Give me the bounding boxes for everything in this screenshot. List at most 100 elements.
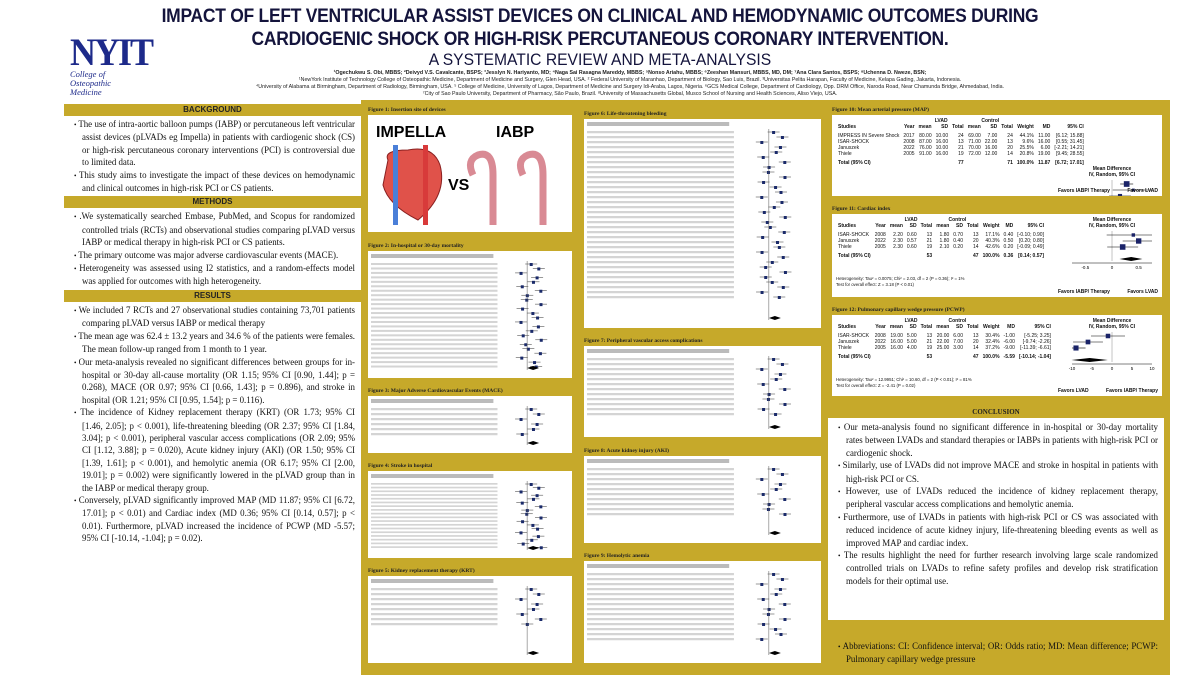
pooled-diamond bbox=[1119, 257, 1143, 261]
column-header: SD bbox=[956, 324, 963, 330]
results-heading: RESULTS bbox=[64, 289, 361, 302]
study-square bbox=[1105, 333, 1111, 339]
column-header: mean bbox=[967, 124, 981, 130]
study-square bbox=[1131, 188, 1135, 192]
effect-plot: Mean Difference IV, Random, 95% CI -0.5 0 0.… bbox=[1066, 217, 1158, 276]
impella-label: IMPELLA bbox=[376, 124, 447, 141]
figure-title: Figure 10: Mean arterial pressure (MAP) bbox=[832, 107, 929, 113]
study-square bbox=[1119, 244, 1126, 250]
methods-heading: METHODS bbox=[64, 196, 361, 209]
group2-header: Control bbox=[948, 318, 967, 324]
column-header: MD bbox=[1005, 223, 1014, 229]
logo-line-2: Osteopathic Medicine bbox=[70, 78, 112, 97]
column-header: MD bbox=[1042, 124, 1051, 130]
table-row: IMPRESS IN Severe Shock 2017 80.00 10.00 24 6… bbox=[838, 133, 1084, 139]
column-header: Studies bbox=[838, 324, 857, 330]
figure-11: Figure 11: Cardiac index LVAD Control Studi… bbox=[828, 203, 1166, 301]
table-row: Thiele 2005 2.30 0.60 19 2.10 0.20 14 42.6% 0.20[… bbox=[838, 244, 1044, 250]
tick-label: -10 bbox=[1069, 366, 1076, 371]
column-header: mean bbox=[936, 324, 950, 330]
figure-title: Figure 12: Pulmonary capillary wedge pre… bbox=[832, 307, 965, 313]
study-square bbox=[1131, 233, 1136, 237]
overall-effect: Test for overall effect: Z = 3.18 (P < 0… bbox=[836, 281, 914, 287]
forest-plot-image bbox=[584, 456, 821, 543]
conclusion-item: Our meta-analysis found no significant d… bbox=[836, 421, 1158, 459]
figure-8: Figure 8: Acute kidney injury (AKI) bbox=[580, 445, 825, 547]
figure-4: Figure 4: Stroke in hospital bbox=[364, 460, 576, 562]
effect-header: Mean Difference bbox=[1092, 217, 1132, 223]
forest-plot: LVAD Control Studies Year mean SD Total mean SD T… bbox=[832, 214, 1162, 297]
table-row: Januszek 2022 76.00 10.00 21 70.00 16.00 20 25.5… bbox=[838, 145, 1084, 151]
column-header: Year bbox=[903, 124, 915, 130]
conclusion-item: The results highlight the need for furth… bbox=[836, 549, 1158, 587]
heart-icon bbox=[382, 145, 443, 225]
column-header: MD bbox=[1007, 324, 1015, 330]
column-header: SD bbox=[990, 124, 998, 130]
poster-title-line-2: CARDIOGENIC SHOCK OR HIGH-RISK PERCUTANE… bbox=[251, 29, 949, 50]
conclusion-item: Similarly, use of LVADs did not improve … bbox=[836, 459, 1158, 485]
column-header: 95% CI bbox=[1034, 324, 1051, 330]
figure-title: Figure 8: Acute kidney injury (AKI) bbox=[584, 448, 669, 454]
group2-header: Control bbox=[981, 118, 1000, 124]
affiliation-3: ⁷City of Sao Paulo University, Departmen… bbox=[422, 91, 838, 97]
column-header: Total bbox=[920, 223, 933, 229]
heterogeneity: Heterogeneity: Tau² = 12.9951; Chi² = 10… bbox=[836, 377, 972, 382]
figure-title: Figure 2: In-hospital or 30-day mortalit… bbox=[368, 243, 464, 249]
column-header: Total bbox=[952, 124, 964, 130]
conclusion-list: Our meta-analysis found no significant d… bbox=[828, 418, 1164, 589]
background-heading: BACKGROUND bbox=[64, 104, 361, 116]
tick-label: 10 bbox=[1149, 366, 1155, 371]
affiliation-2: ⁴University of Alabama at Birmingham, De… bbox=[256, 84, 1004, 90]
forest-plot: LVAD Control Studies Year mean SD Total mean SD T… bbox=[832, 315, 1162, 396]
figure-5: Figure 5: Kidney replacement therapy (KR… bbox=[364, 565, 576, 667]
effect-subheader: IV, Random, 95% CI bbox=[1088, 172, 1136, 178]
study-square bbox=[1085, 339, 1091, 345]
forest-table: LVAD Control Studies Year mean SD Total mean SD T… bbox=[836, 118, 1086, 166]
table-row: ISAR-SHOCK 2008 19.00 5.00 13 20.00 6.00 13 30.4… bbox=[838, 333, 1051, 339]
column-header: Weight bbox=[982, 324, 1000, 330]
results-item: The mean age was 62.4 ± 13.2 years and 3… bbox=[72, 330, 355, 356]
column-header: Total bbox=[1001, 124, 1013, 130]
abbreviations-text: Abbreviations: CI: Confidence interval; … bbox=[836, 640, 1158, 666]
heterogeneity: Heterogeneity: Tau² = 0.0075; Chi² = 2.0… bbox=[836, 276, 965, 281]
figure-2: Figure 2: In-hospital or 30-day mortalit… bbox=[364, 240, 576, 382]
figure-6: Figure 6: Life-threatening bleeding bbox=[580, 108, 825, 332]
group1-header: LVAD bbox=[904, 318, 918, 324]
study-square bbox=[1117, 193, 1123, 196]
study-square bbox=[1135, 238, 1142, 244]
favors-right: Favors LVAD bbox=[1127, 289, 1158, 295]
nyit-logo: NYIT College of Osteopathic Medicine bbox=[70, 32, 154, 97]
column-header: mean bbox=[889, 223, 903, 229]
forest-plot: LVAD Control Studies Year mean SD Total mean SD T… bbox=[832, 115, 1162, 196]
overall-effect: Test for overall effect: Z = -2.41 (P = … bbox=[836, 382, 916, 388]
effect-subheader: IV, Random, 95% CI bbox=[1088, 324, 1136, 330]
table-row: ISAR-SHOCK 2008 87.00 16.00 13 71.00 22.00 13 9.… bbox=[838, 139, 1084, 145]
results-item: We included 7 RCTs and 27 observational … bbox=[72, 304, 355, 330]
forest-plot-image bbox=[368, 576, 572, 663]
tick-label: 0.5 bbox=[1136, 265, 1143, 270]
column-header: SD bbox=[941, 124, 949, 130]
effect-header: Mean Difference bbox=[1092, 318, 1132, 324]
table-row: ISAR-SHOCK 2008 2.20 0.60 13 1.80 0.70 13 17.1% 0… bbox=[838, 232, 1044, 238]
column-header: mean bbox=[936, 223, 950, 229]
total-row: Total (95% CI) 53 47 100.0% 0.36 [0.14; 0.57] bbox=[838, 253, 1044, 259]
methods-item: .We systematically searched Embase, PubM… bbox=[72, 210, 355, 248]
figure-title: Figure 7: Peripheral vascular access com… bbox=[584, 338, 703, 344]
methods-item: The primary outcome was major adverse ca… bbox=[72, 249, 355, 262]
table-row: Thiele 2005 91.00 16.00 19 72.00 12.00 14 20.8% 1… bbox=[838, 151, 1084, 157]
column-header: Total bbox=[967, 223, 979, 229]
conclusion-item: However, use of LVADs reduced the incide… bbox=[836, 485, 1158, 511]
favors-left: Favors IABP/ Therapy bbox=[1058, 289, 1110, 295]
affiliation-1: ¹NewYork Institute of Technology College… bbox=[298, 77, 962, 83]
column-header: Year bbox=[875, 324, 886, 330]
left-column: BACKGROUND The use of intra-aortic ballo… bbox=[64, 104, 361, 675]
forest-table: LVAD Control Studies Year mean SD Total mean SD T… bbox=[836, 318, 1053, 360]
column-header: SD bbox=[909, 223, 917, 229]
table-row: Januszek 2022 16.00 5.00 21 22.00 7.00 20 32.4% -… bbox=[838, 339, 1051, 345]
forest-table: LVAD Control Studies Year mean SD Total mean SD T… bbox=[836, 217, 1046, 259]
vs-label: VS bbox=[448, 177, 470, 194]
results-list: We included 7 RCTs and 27 observational … bbox=[64, 302, 361, 547]
figure-1-illustration: IMPELLA IABP VS bbox=[368, 115, 572, 232]
iabp-label: IABP bbox=[496, 124, 535, 141]
poster-title-line-1: IMPACT OF LEFT VENTRICULAR ASSIST DEVICE… bbox=[161, 6, 1039, 27]
